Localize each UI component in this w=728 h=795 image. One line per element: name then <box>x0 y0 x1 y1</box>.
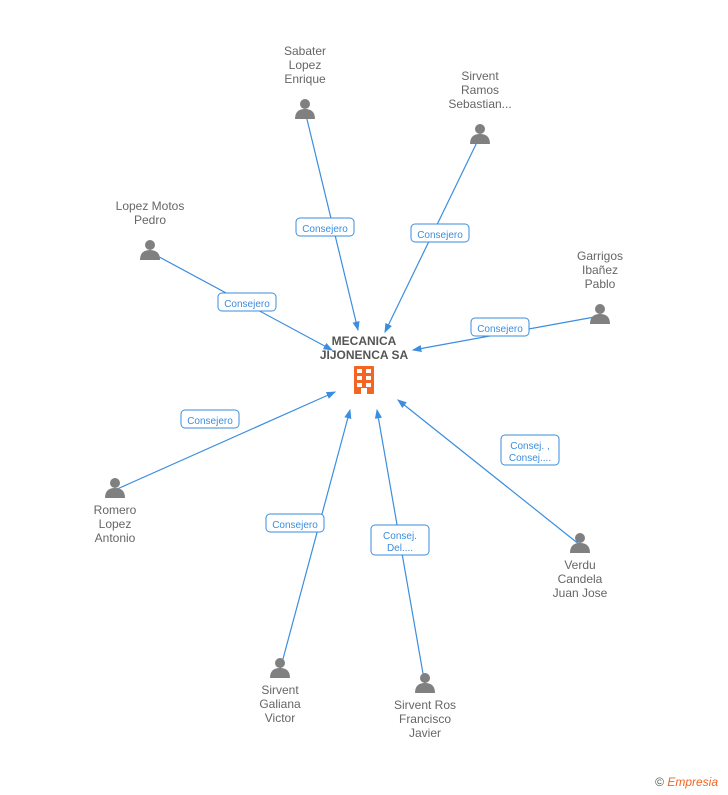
person-name-line: Pablo <box>585 277 616 291</box>
person-icon <box>590 304 610 324</box>
edge-label-text: Del.... <box>387 543 413 554</box>
person-name-line: Javier <box>409 726 441 740</box>
person-name-line: Juan Jose <box>553 586 608 600</box>
person-name-line: Francisco <box>399 712 451 726</box>
person-name-line: Sirvent <box>261 683 299 697</box>
edge-label-text: Consej. <box>383 531 417 542</box>
copyright-footer: © Empresia <box>655 775 718 789</box>
person-name-line: Victor <box>265 711 295 725</box>
person-name-line: Lopez <box>99 517 132 531</box>
person-name-line: Ramos <box>461 83 499 97</box>
copyright-symbol: © <box>655 775 664 789</box>
person-name-line: Sebastian... <box>448 97 511 111</box>
company-building-icon <box>354 366 374 394</box>
person-icon <box>570 533 590 553</box>
person-icon <box>140 240 160 260</box>
person-name-line: Sirvent <box>461 69 499 83</box>
relation-edge <box>115 392 335 490</box>
person-icon <box>105 478 125 498</box>
edge-label-text: Consejero <box>224 299 270 310</box>
person-icon <box>415 673 435 693</box>
person-name-line: Lopez <box>289 58 322 72</box>
edge-label-text: Consejero <box>272 520 318 531</box>
person-name-line: Garrigos <box>577 249 623 263</box>
edge-label-text: Consejero <box>187 416 233 427</box>
center-title-line: MECANICA <box>332 334 397 348</box>
edge-label-text: Consej. , <box>510 441 549 452</box>
center-title-line: JIJONENCA SA <box>320 348 409 362</box>
person-name-line: Lopez Motos <box>116 199 185 213</box>
person-name-line: Sirvent Ros <box>394 698 456 712</box>
person-name-line: Sabater <box>284 44 326 58</box>
person-name-line: Ibañez <box>582 263 618 277</box>
edge-label-text: Consejero <box>417 230 463 241</box>
person-name-line: Pedro <box>134 213 166 227</box>
person-name-line: Enrique <box>284 72 326 86</box>
edge-label-text: Consejero <box>477 324 523 335</box>
edge-label-text: Consej.... <box>509 453 551 464</box>
brand-name: Empresia <box>667 775 718 789</box>
person-icon <box>295 99 315 119</box>
person-name-line: Verdu <box>564 558 595 572</box>
person-name-line: Galiana <box>259 697 301 711</box>
person-name-line: Candela <box>558 572 603 586</box>
person-icon <box>470 124 490 144</box>
person-name-line: Antonio <box>95 531 136 545</box>
relation-edge <box>398 400 580 545</box>
person-icon <box>270 658 290 678</box>
network-diagram: Consejero Consejero Consejero Consejero Cons… <box>0 0 728 795</box>
edge-label-text: Consejero <box>302 224 348 235</box>
relation-edge <box>280 410 350 670</box>
person-name-line: Romero <box>94 503 137 517</box>
